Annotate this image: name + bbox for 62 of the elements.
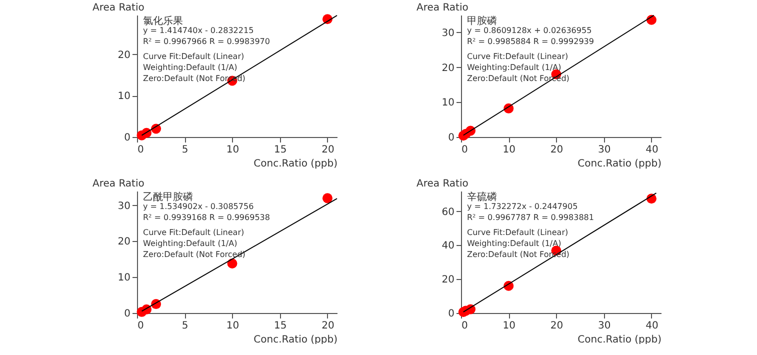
x-tick-label: 0 — [462, 320, 468, 332]
annotation: R² = 0.9967787 R = 0.9983881 — [467, 213, 594, 222]
annotation: y = 1.732272x - 0.2447905 — [467, 202, 578, 211]
y-tick-label: 60 — [442, 206, 454, 218]
y-tick-label: 0 — [124, 132, 130, 144]
x-axis-title: Conc.Ratio (ppb) — [578, 158, 662, 170]
annotation: Weighting:Default (1/A) — [143, 63, 238, 72]
x-tick-label: 30 — [598, 320, 611, 332]
annotation: R² = 0.9967966 R = 0.9983970 — [143, 37, 270, 46]
annotation: Weighting:Default (1/A) — [143, 239, 238, 248]
annotation: 辛硫磷 — [467, 191, 497, 203]
x-tick-label: 40 — [646, 144, 658, 156]
x-tick-label: 10 — [226, 144, 240, 156]
y-tick-label: 10 — [118, 91, 130, 102]
annotation: Curve Fit:Default (Linear) — [143, 228, 244, 237]
y-tick-label: 0 — [124, 308, 130, 320]
x-tick-label: 5 — [182, 320, 188, 332]
annotation: y = 0.8609128x + 0.02636955 — [467, 26, 592, 35]
y-axis-title: Area Ratio — [92, 2, 144, 14]
y-tick-label: 10 — [442, 98, 454, 109]
y-tick-label: 20 — [118, 50, 130, 61]
y-axis-title: Area Ratio — [416, 2, 468, 14]
annotation: Weighting:Default (1/A) — [467, 63, 562, 72]
y-tick-label: 20 — [442, 62, 454, 74]
x-tick-label: 20 — [322, 320, 334, 332]
x-tick-label: 0 — [462, 144, 468, 156]
x-tick-label: 0 — [138, 320, 144, 332]
x-tick-label: 20 — [550, 320, 564, 332]
y-tick-label: 10 — [118, 272, 130, 284]
y-tick-label: 0 — [448, 308, 454, 320]
x-tick-label: 5 — [182, 144, 188, 156]
annotation: R² = 0.9939168 R = 0.9969538 — [143, 213, 270, 222]
annotation: Curve Fit:Default (Linear) — [143, 52, 244, 61]
y-axis-title: Area Ratio — [416, 178, 468, 190]
x-tick-label: 15 — [274, 320, 287, 332]
annotation: y = 1.534902x - 0.3085756 — [143, 202, 254, 211]
x-tick-label: 30 — [598, 144, 611, 156]
annotation: y = 1.414740x - 0.2832215 — [143, 26, 254, 35]
annotation: R² = 0.9985884 R = 0.9992939 — [467, 37, 594, 46]
x-tick-label: 15 — [274, 144, 287, 156]
y-tick-label: 40 — [442, 240, 454, 252]
y-tick-label: 20 — [442, 274, 454, 286]
x-tick-label: 20 — [322, 144, 334, 156]
x-tick-label: 10 — [502, 320, 516, 332]
x-tick-label: 10 — [226, 320, 240, 332]
annotation: Curve Fit:Default (Linear) — [467, 228, 568, 237]
y-tick-label: 30 — [442, 28, 454, 39]
y-tick-label: 30 — [118, 200, 130, 212]
x-tick-label: 0 — [138, 144, 144, 156]
y-tick-label: 20 — [118, 236, 130, 248]
annotation: 氯化乐果 — [143, 15, 183, 27]
annotation: 乙酰甲胺磷 — [143, 191, 193, 203]
y-axis-title: Area Ratio — [92, 178, 144, 190]
x-tick-label: 40 — [646, 320, 658, 332]
x-tick-label: 20 — [550, 144, 564, 156]
annotation: Weighting:Default (1/A) — [467, 239, 562, 248]
annotation: Curve Fit:Default (Linear) — [467, 52, 568, 61]
annotation: 甲胺磷 — [467, 15, 497, 27]
x-tick-label: 10 — [502, 144, 516, 156]
x-axis-title: Conc.Ratio (ppb) — [254, 158, 338, 170]
point — [322, 193, 332, 204]
y-tick-label: 0 — [448, 132, 454, 144]
